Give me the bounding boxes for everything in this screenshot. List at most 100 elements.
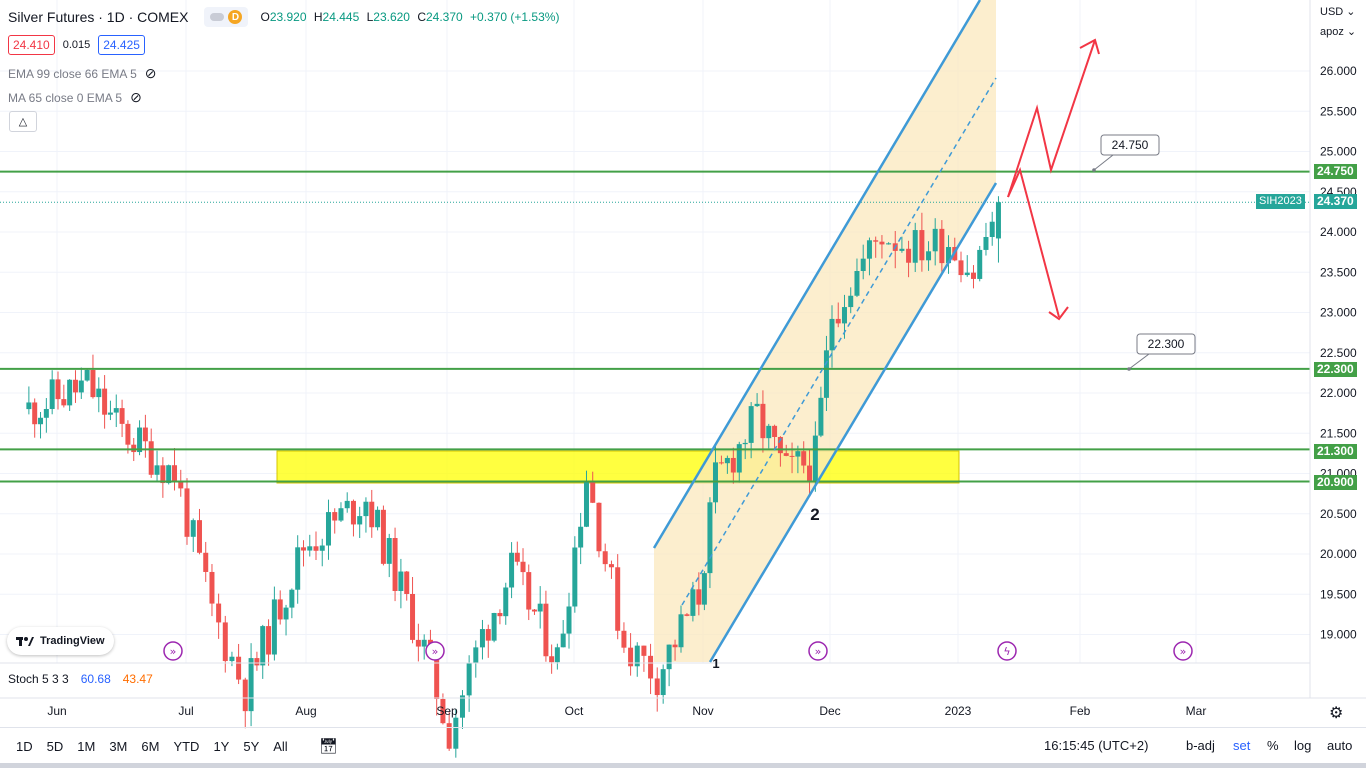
callout-anchor	[1092, 168, 1096, 172]
candle-body	[970, 272, 976, 279]
candle-body	[380, 509, 386, 564]
gear-icon[interactable]: ⚙	[1329, 705, 1344, 722]
event-icon[interactable]: »	[163, 641, 183, 661]
candle-body	[166, 465, 172, 484]
percent-toggle[interactable]: %	[1267, 738, 1279, 753]
event-icon[interactable]: »	[425, 641, 445, 661]
event-icon[interactable]: »	[1173, 641, 1193, 661]
event-circle	[1173, 641, 1193, 661]
candle-body	[666, 644, 672, 670]
candle-body	[473, 647, 479, 664]
candle-body	[964, 272, 970, 276]
buy-price-button[interactable]: 24.425	[98, 35, 145, 55]
candle-body	[554, 647, 560, 663]
candle-body	[113, 408, 119, 413]
timeframe-1m[interactable]: 1M	[77, 738, 96, 754]
candle-body	[96, 388, 102, 398]
eye-off-icon[interactable]: ⊘	[144, 65, 157, 81]
candle	[67, 379, 73, 411]
candle-body	[148, 441, 154, 475]
candle	[479, 619, 485, 660]
eye-off-icon[interactable]: ⊘	[130, 89, 142, 105]
candle	[783, 444, 789, 457]
price-tick-label: 20.500	[1320, 507, 1357, 521]
event-icon[interactable]: ϟ	[997, 641, 1017, 661]
timeframe-3m[interactable]: 3M	[109, 738, 128, 754]
candle-body	[503, 587, 509, 617]
candle-body	[879, 241, 885, 245]
candle	[660, 664, 666, 704]
event-glyph: »	[815, 645, 822, 658]
ema-indicator-row[interactable]: EMA 99 close 66 EMA 5 ⊘	[8, 65, 156, 82]
candle-body	[102, 388, 108, 415]
clock-label[interactable]: 16:15:45 (UTC+2)	[1044, 738, 1149, 753]
timeframe-all[interactable]: All	[273, 738, 288, 754]
candle	[730, 447, 736, 484]
candle-body	[184, 488, 190, 537]
timeframe-5d[interactable]: 5D	[46, 738, 64, 754]
candle	[789, 442, 795, 474]
collapse-legend-button[interactable]: △	[9, 111, 37, 132]
candle	[61, 384, 67, 408]
b-adj-toggle[interactable]: b-adj	[1186, 738, 1215, 753]
candle-body	[434, 650, 440, 699]
time-tick-label: Sep	[436, 704, 458, 718]
log-toggle[interactable]: log	[1294, 738, 1312, 753]
level-tag-24750: 24.750	[1314, 164, 1357, 179]
candle-body	[509, 552, 515, 588]
candle-body	[795, 451, 801, 457]
ma-indicator-row[interactable]: MA 65 close 0 EMA 5 ⊘	[8, 89, 142, 106]
candle-body	[67, 379, 73, 406]
candle-body	[854, 271, 860, 296]
candle-body	[283, 607, 289, 620]
unit-selector[interactable]: apoz ⌄	[1320, 25, 1356, 38]
candle-body	[26, 402, 32, 410]
candle-body	[38, 417, 44, 425]
candle-body	[520, 561, 526, 573]
candle	[995, 196, 1001, 263]
session-toggle[interactable]: set	[1233, 738, 1251, 753]
event-icon[interactable]: »	[808, 641, 828, 661]
event-glyph: ϟ	[1003, 645, 1010, 658]
spread-value: 0.015	[62, 39, 91, 51]
candle	[125, 420, 131, 454]
price-tick-label: 21.500	[1320, 426, 1357, 440]
currency-selector[interactable]: USD ⌄	[1320, 5, 1356, 18]
date-range-icon[interactable]: 📅︎	[318, 738, 338, 755]
callout-text: 24.750	[1112, 138, 1149, 152]
tradingview-logo[interactable]: TradingView	[7, 627, 114, 655]
candle-body	[229, 656, 235, 662]
candle	[926, 241, 932, 271]
sell-price-button[interactable]: 24.410	[8, 35, 55, 55]
candle	[148, 428, 154, 478]
candle-body	[939, 228, 945, 264]
candle	[344, 492, 350, 513]
candle-body	[690, 589, 696, 616]
timeframe-1d[interactable]: 1D	[16, 738, 33, 754]
candle	[386, 533, 392, 578]
timeframe-1y[interactable]: 1Y	[213, 738, 230, 754]
stoch-indicator-row[interactable]: Stoch 5 3 3 60.68 43.47	[8, 672, 153, 686]
candle-body	[615, 567, 621, 631]
candle	[154, 450, 160, 481]
legend-pill[interactable]: D	[204, 7, 249, 27]
candle-body	[919, 230, 925, 261]
candle-body	[549, 656, 555, 663]
candle	[766, 423, 772, 449]
candle	[160, 457, 166, 498]
timeframe-ytd[interactable]: YTD	[173, 738, 200, 754]
price-tick-label: 25.000	[1320, 145, 1357, 159]
candle	[142, 414, 148, 458]
candle	[363, 497, 369, 533]
candle	[196, 508, 202, 555]
candle	[615, 554, 621, 640]
timeframe-6m[interactable]: 6M	[141, 738, 160, 754]
symbol-title[interactable]: Silver Futures · 1D · COMEX	[8, 9, 189, 25]
timeframe-5y[interactable]: 5Y	[243, 738, 260, 754]
candle-body	[912, 230, 918, 263]
candle-body	[866, 240, 872, 259]
auto-toggle[interactable]: auto	[1327, 738, 1353, 753]
candle-body	[216, 603, 222, 623]
candle-body	[989, 221, 995, 238]
